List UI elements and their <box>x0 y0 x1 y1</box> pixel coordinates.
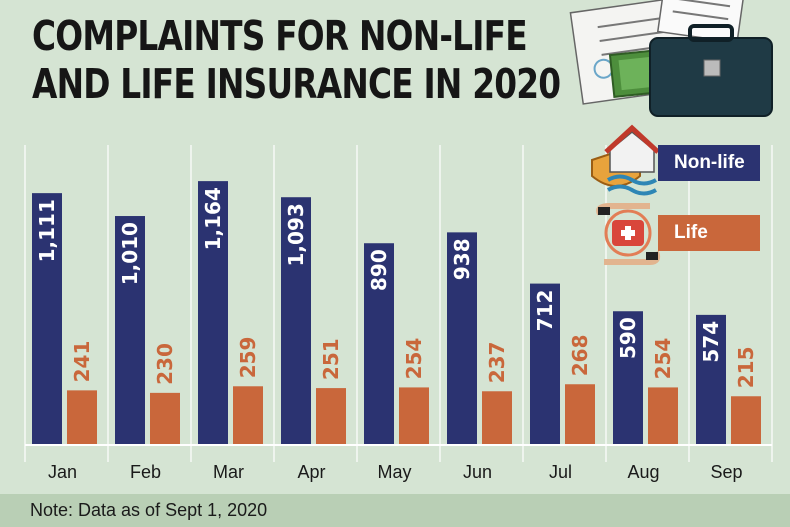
bar-non-life-jun <box>447 232 477 445</box>
chart-title: COMPLAINTS FOR NON-LIFE AND LIFE INSURAN… <box>32 12 561 108</box>
bar-life-may <box>399 387 429 445</box>
medical-kit-hands-icon <box>596 203 661 265</box>
x-tick-jan: Jan <box>48 462 77 482</box>
bar-life-apr <box>316 388 346 445</box>
label-non-life-apr: 1,093 <box>284 203 308 266</box>
bar-non-life-may <box>364 243 394 445</box>
bar-life-feb <box>150 392 180 445</box>
briefcase-icon <box>649 24 773 117</box>
bar-life-aug <box>648 387 678 445</box>
x-tick-feb: Feb <box>130 462 161 482</box>
label-life-jul: 268 <box>568 334 592 376</box>
bar-non-life-aug <box>613 311 643 445</box>
title-line-2: AND LIFE INSURANCE IN 2020 <box>32 60 561 108</box>
label-non-life-aug: 590 <box>616 317 640 359</box>
x-tick-may: May <box>377 462 411 482</box>
label-life-may: 254 <box>402 338 426 380</box>
bar-non-life-jul <box>530 283 560 445</box>
label-non-life-sep: 574 <box>699 321 723 363</box>
label-non-life-may: 890 <box>367 249 391 291</box>
label-non-life-jul: 712 <box>533 290 557 332</box>
x-tick-sep: Sep <box>710 462 742 482</box>
bar-life-mar <box>233 386 263 445</box>
legend-life-label: Life <box>674 222 708 243</box>
label-non-life-feb: 1,010 <box>118 222 142 285</box>
bar-non-life-mar <box>198 181 228 445</box>
bar-non-life-feb <box>115 216 145 445</box>
note: Note: Data as of Sept 1, 2020 <box>30 500 268 520</box>
label-life-feb: 230 <box>153 343 177 385</box>
bar-life-jun <box>482 391 512 445</box>
legend-non-life-label: Non-life <box>674 152 745 173</box>
label-non-life-mar: 1,164 <box>201 187 225 250</box>
bar-life-jan <box>67 390 97 445</box>
x-tick-jun: Jun <box>463 462 492 482</box>
house-shield-icon <box>591 124 660 196</box>
label-life-mar: 259 <box>236 337 260 379</box>
bar-non-life-jan <box>32 193 62 445</box>
label-non-life-jan: 1,111 <box>35 199 59 262</box>
label-life-apr: 251 <box>319 338 343 380</box>
label-life-jan: 241 <box>70 341 94 383</box>
title-line-1: COMPLAINTS FOR NON-LIFE <box>32 12 528 60</box>
footer: Note: Data as of Sept 1, 2020 <box>0 494 790 527</box>
bar-life-jul <box>565 384 595 445</box>
legend-life: Life <box>658 215 760 251</box>
bar-life-sep <box>731 396 761 445</box>
x-tick-jul: Jul <box>549 462 572 482</box>
x-tick-aug: Aug <box>627 462 659 482</box>
legend-non-life: Non-life <box>658 145 760 181</box>
label-non-life-jun: 938 <box>450 238 474 280</box>
label-life-jun: 237 <box>485 342 509 384</box>
x-tick-apr: Apr <box>297 462 325 482</box>
x-tick-mar: Mar <box>213 462 244 482</box>
label-life-sep: 215 <box>734 347 758 389</box>
bar-non-life-sep <box>696 314 726 445</box>
label-life-aug: 254 <box>651 338 675 380</box>
bar-non-life-apr <box>281 197 311 445</box>
